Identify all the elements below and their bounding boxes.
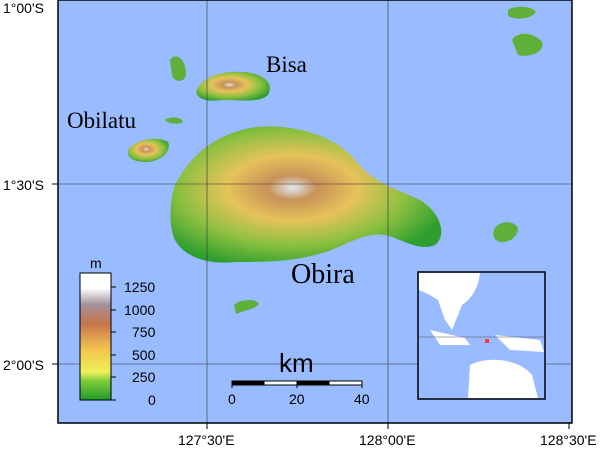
island-small <box>165 117 183 124</box>
island-obilatu <box>127 138 169 162</box>
scale-tick: 20 <box>289 391 305 407</box>
legend-unit: m <box>90 255 102 271</box>
location-marker <box>485 339 489 343</box>
elevation-colorbar <box>79 272 112 401</box>
island-small <box>234 299 259 314</box>
island-small <box>170 56 187 81</box>
lon-label: 128°00'E <box>359 432 416 448</box>
locator-inset <box>417 271 546 400</box>
scale-tick: 40 <box>354 391 370 407</box>
legend-tick: 750 <box>132 324 156 340</box>
island-small <box>493 222 518 243</box>
legend-tick: 1000 <box>124 302 156 318</box>
lon-label: 128°30'E <box>540 432 597 448</box>
legend-tick: 500 <box>132 347 156 363</box>
scale-unit: km <box>279 348 314 378</box>
legend-tick: 1250 <box>124 279 156 295</box>
scale-tick: 0 <box>228 391 236 407</box>
label-bisa: Bisa <box>266 52 307 77</box>
lat-label: 1°00'S <box>3 0 44 16</box>
lon-label: 127°30'E <box>178 432 235 448</box>
scale-bar <box>231 380 363 388</box>
island-small <box>508 6 536 19</box>
legend-tick: 0 <box>148 392 156 408</box>
island-obira <box>170 126 442 263</box>
island-small <box>512 33 543 56</box>
label-obira: Obira <box>291 259 355 290</box>
label-obilatu: Obilatu <box>67 108 136 133</box>
lat-label: 2°00'S <box>3 357 44 373</box>
island-bisa <box>196 71 270 101</box>
lat-label: 1°30'S <box>3 177 44 193</box>
map-frame <box>57 0 573 424</box>
legend-tick: 250 <box>132 369 156 385</box>
